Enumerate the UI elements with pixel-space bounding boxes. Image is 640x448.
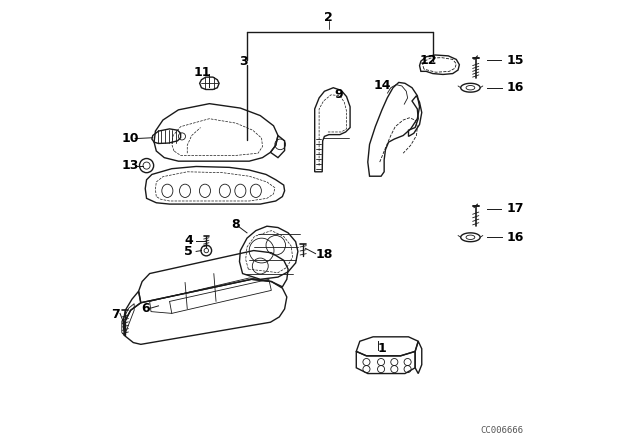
Text: 15: 15 [507,54,524,67]
Text: 1: 1 [378,342,387,355]
Text: 3: 3 [239,55,247,68]
Text: 9: 9 [335,88,343,101]
Text: 8: 8 [232,218,240,231]
Text: 16: 16 [507,81,524,94]
Text: 5: 5 [184,245,193,258]
Text: CC006666: CC006666 [481,426,524,435]
Text: 12: 12 [420,54,438,67]
Text: 11: 11 [194,66,211,79]
Text: 7: 7 [111,308,120,321]
Text: 4: 4 [184,234,193,247]
Text: 18: 18 [316,249,333,262]
Text: 16: 16 [507,231,524,244]
Text: 14: 14 [374,79,392,92]
Text: 10: 10 [122,132,140,145]
Text: 13: 13 [122,159,139,172]
Text: 2: 2 [324,11,333,24]
Text: 17: 17 [507,202,524,215]
Text: 6: 6 [141,302,149,315]
